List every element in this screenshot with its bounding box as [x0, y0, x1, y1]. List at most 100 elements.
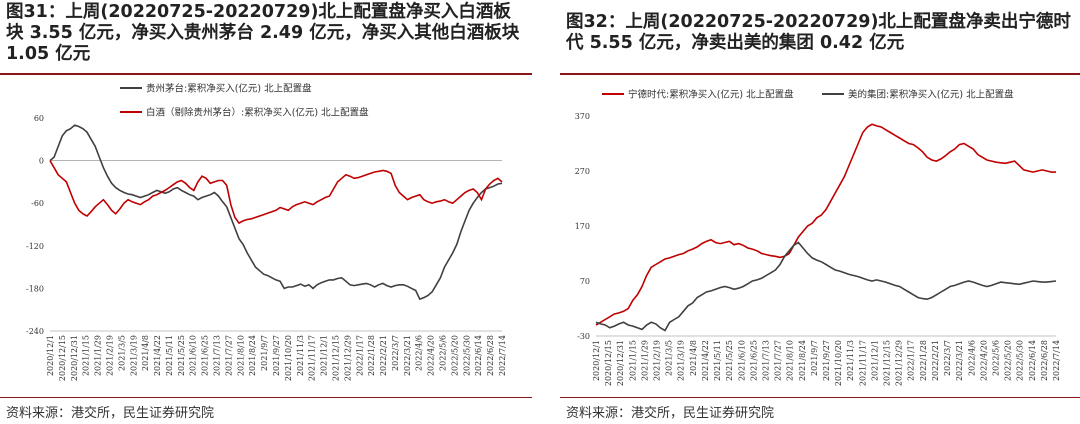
x-tick-label: 2021/4/22 [153, 335, 162, 376]
x-tick-label: 2021/12/15 [883, 340, 892, 386]
x-tick-label: 2021/9/27 [272, 335, 281, 376]
series-line [49, 160, 503, 225]
x-tick-label: 2021/5/11 [713, 340, 722, 381]
x-tick-label: 2021/2/19 [653, 340, 662, 381]
x-tick-label: 2021/4/8 [141, 335, 150, 371]
legend-label: 白酒（剔除贵州茅台）:累积净买入(亿元) 北上配置盘 [146, 107, 369, 119]
x-tick-label: 2021/12/29 [343, 335, 352, 381]
x-tick-label: 2022/6/28 [486, 335, 495, 376]
x-tick-label: 2021/6/10 [189, 335, 198, 376]
x-tick-label: 2021/1/15 [82, 335, 91, 376]
x-tick-label: 2021/3/19 [677, 340, 686, 381]
x-tick-label: 2021/1/15 [628, 340, 637, 381]
x-tick-label: 2022/7/14 [498, 335, 507, 376]
x-tick-label: 2022/3/21 [955, 340, 964, 381]
x-tick-label: 2022/1/17 [907, 340, 916, 381]
series-line [595, 241, 1057, 332]
series-line [49, 124, 503, 301]
x-tick-label: 2021/12/1 [320, 335, 329, 376]
x-tick-label: 2021/11/3 [846, 340, 855, 381]
x-tick-label: 2021/9/27 [822, 340, 831, 381]
y-tick-label: -240 [26, 327, 44, 336]
x-tick-label: 2021/8/10 [786, 340, 795, 381]
x-tick-label: 2021/6/25 [749, 340, 758, 381]
x-tick-label: 2022/3/7 [391, 335, 400, 371]
y-tick-label: 0 [39, 157, 44, 166]
x-tick-label: 2022/5/6 [439, 335, 448, 371]
x-tick-label: 2021/10/20 [284, 335, 293, 381]
x-tick-label: 2020/12/15 [58, 335, 67, 381]
y-tick-label: -180 [26, 284, 44, 293]
legend-label: 美的集团:累积净买入(亿元) 北上配置盘 [848, 89, 1014, 101]
x-tick-label: 2021/12/1 [870, 340, 879, 381]
x-tick-label: 2022/6/28 [1040, 340, 1049, 381]
y-tick-label: 170 [575, 222, 590, 231]
title-rule [0, 73, 532, 75]
x-tick-label: 2021/4/8 [689, 340, 698, 376]
y-tick-label: -120 [26, 242, 44, 251]
x-tick-label: 2022/6/14 [1028, 340, 1037, 381]
x-tick-label: 2021/11/3 [296, 335, 305, 376]
x-tick-label: 2021/11/17 [858, 340, 867, 386]
x-tick-label: 2021/2/19 [105, 335, 114, 376]
figure-title: 图32：上周(20220725-20220729)北上配置盘净卖出宁德时代 5.… [566, 12, 1071, 53]
x-tick-label: 2021/6/25 [201, 335, 210, 376]
x-tick-label: 2022/5/20 [450, 335, 459, 376]
x-tick-label: 2022/4/20 [979, 340, 988, 381]
right-figure: 图32：上周(20220725-20220729)北上配置盘净卖出宁德时代 5.… [560, 0, 1080, 424]
x-tick-label: 2021/7/13 [761, 340, 770, 381]
x-tick-label: 2021/9/7 [260, 335, 269, 371]
source-note: 资料来源：港交所，民生证券研究院 [6, 406, 215, 421]
x-tick-label: 2021/7/13 [213, 335, 222, 376]
x-tick-label: 2021/12/29 [895, 340, 904, 386]
x-tick-label: 2022/5/30 [462, 335, 471, 376]
x-tick-label: 2021/11/17 [308, 335, 317, 381]
x-tick-label: 2020/12/1 [592, 340, 601, 381]
x-tick-label: 2022/4/20 [427, 335, 436, 376]
x-tick-label: 2021/1/29 [94, 335, 103, 376]
source-rule [0, 397, 532, 398]
x-tick-label: 2022/1/17 [355, 335, 364, 376]
y-tick-label: -30 [577, 332, 590, 341]
x-tick-label: 2022/6/14 [474, 335, 483, 376]
x-tick-label: 2020/12/31 [616, 340, 625, 386]
x-tick-label: 2022/3/7 [943, 340, 952, 376]
y-tick-label: 270 [575, 167, 590, 176]
x-tick-label: 2022/3/21 [403, 335, 412, 376]
x-tick-label: 2022/7/14 [1052, 340, 1061, 381]
x-tick-label: 2021/3/19 [129, 335, 138, 376]
x-tick-label: 2021/9/7 [810, 340, 819, 376]
y-tick-label: -60 [31, 199, 44, 208]
x-tick-label: 2021/5/25 [725, 340, 734, 381]
x-tick-label: 2021/5/25 [177, 335, 186, 376]
x-tick-label: 2021/8/24 [798, 340, 807, 381]
x-tick-label: 2022/5/30 [1016, 340, 1025, 381]
source-note: 资料来源：港交所，民生证券研究院 [566, 406, 775, 421]
x-tick-label: 2021/3/5 [665, 340, 674, 376]
x-tick-label: 2021/7/27 [224, 335, 233, 376]
y-tick-label: 60 [34, 114, 44, 123]
source-rule [560, 397, 1080, 398]
x-tick-label: 2021/12/15 [331, 335, 340, 381]
left-figure: 图31：上周(20220725-20220729)北上配置盘净买入白酒板块 3.… [0, 0, 532, 424]
x-tick-label: 2021/4/22 [701, 340, 710, 381]
legend-label: 贵州茅台:累积净买入(亿元) 北上配置盘 [146, 83, 312, 95]
x-tick-label: 2021/10/20 [834, 340, 843, 386]
x-tick-label: 2022/1/28 [919, 340, 928, 381]
legend-label: 宁德时代:累积净买入(亿元) 北上配置盘 [628, 89, 794, 101]
x-tick-label: 2020/12/15 [604, 340, 613, 386]
title-rule [560, 73, 1080, 75]
x-tick-label: 2022/5/6 [991, 340, 1000, 376]
x-tick-label: 2021/3/5 [117, 335, 126, 371]
x-tick-label: 2022/4/6 [967, 340, 976, 376]
x-tick-label: 2022/2/21 [931, 340, 940, 381]
x-tick-label: 2021/1/29 [640, 340, 649, 381]
x-tick-label: 2020/12/1 [46, 335, 55, 376]
x-tick-label: 2022/4/6 [415, 335, 424, 371]
x-tick-label: 2021/7/27 [774, 340, 783, 381]
x-tick-label: 2021/8/24 [248, 335, 257, 376]
x-tick-label: 2021/8/10 [236, 335, 245, 376]
x-tick-label: 2021/6/10 [737, 340, 746, 381]
x-tick-label: 2022/2/21 [379, 335, 388, 376]
